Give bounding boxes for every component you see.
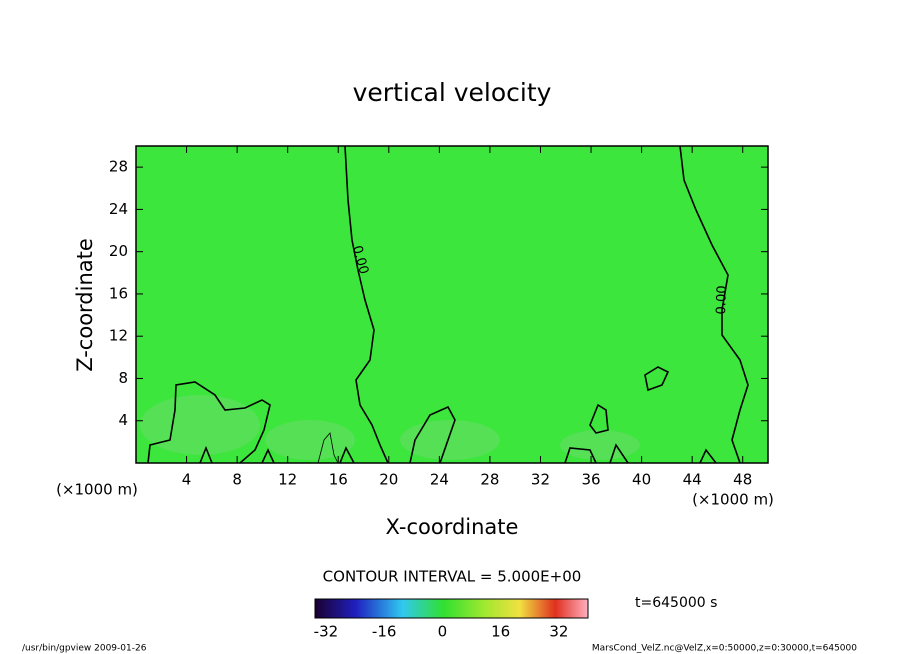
y-tick-label: 8 [118,369,128,387]
y-axis-label: Z-coordinate [73,238,97,372]
x-unit: (×1000 m) [692,491,774,509]
chart-title: vertical velocity [353,78,552,107]
x-tick-label: 16 [329,471,348,489]
y-tick-label: 4 [118,411,128,429]
x-tick-label: 36 [581,471,600,489]
colorbar [314,598,589,619]
y-tick-label: 28 [109,158,128,176]
contour-line [147,381,271,464]
x-tick-label: 4 [182,471,192,489]
contour-line [344,145,389,464]
y-tick-label: 12 [109,327,128,345]
x-tick-label: 20 [379,471,398,489]
y-tick-label: 20 [109,242,128,260]
plot-frame [135,145,769,464]
colorbar-tick-label: -16 [372,623,397,641]
contour-label: 0.00 [349,244,371,276]
y-unit: (×1000 m) [56,481,138,499]
x-tick-label: 8 [232,471,242,489]
x-tick-label: 40 [632,471,651,489]
colorbar-tick-label: 16 [491,623,510,641]
contour-lines [147,145,749,464]
x-tick-label: 24 [430,471,449,489]
x-tick-label: 44 [683,471,702,489]
contour-line [644,366,670,392]
x-tick-label: 12 [278,471,297,489]
contour-interval: CONTOUR INTERVAL = 5.000E+00 [323,568,582,586]
x-axis-label: X-coordinate [386,515,519,539]
footer-left: /usr/bin/gpview 2009-01-26 [22,644,147,654]
colorbar-tick-label: 0 [438,623,448,641]
y-tick-label: 16 [109,284,128,302]
footer-right: MarsCond_VelZ.nc@VelZ,x=0:50000,z=0:3000… [592,644,857,654]
contour-line [199,443,717,464]
contour-line [409,405,456,464]
time-label: t=645000 s [635,595,717,611]
contour-labels: 0.00 0.00 [349,244,730,315]
y-tick-label: 24 [109,200,128,218]
contour-line [317,432,339,464]
x-tick-label: 28 [480,471,499,489]
contour-line [589,403,609,434]
contour-label: 0.00 [714,285,730,314]
colorbar-tick-label: 32 [549,623,568,641]
colorbar-tick-label: -32 [314,623,339,641]
x-tick-label: 32 [531,471,550,489]
x-tick-label: 48 [733,471,752,489]
contour-line [679,145,749,464]
